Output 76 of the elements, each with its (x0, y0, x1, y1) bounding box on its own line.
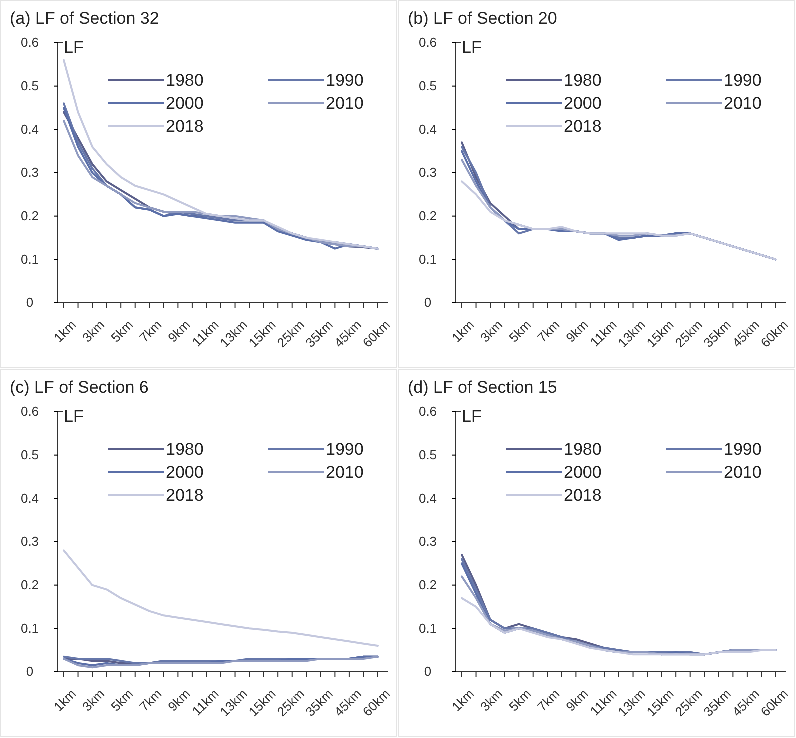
y-tick-label: 0.5 (20, 447, 40, 462)
x-tick-label: 5km (506, 686, 534, 714)
x-tick-label: 5km (108, 686, 136, 714)
legend-label: 2018 (166, 486, 204, 505)
y-tick-label: 0.3 (20, 165, 40, 180)
y-tick-label: 0.1 (418, 252, 438, 267)
chart-title: (d) LF of Section 15 (408, 378, 558, 397)
x-tick-label: 1km (51, 317, 79, 346)
legend-label: 2018 (166, 117, 204, 136)
legend-label: 2018 (564, 117, 602, 136)
y-tick-label: 0.5 (418, 447, 438, 462)
legend-label: 1990 (326, 440, 364, 459)
y-tick-label: 0.5 (20, 78, 40, 94)
y-tick-label: 0.4 (20, 122, 40, 137)
y-axis-title: LF (64, 38, 84, 57)
y-tick-label: 0.3 (418, 165, 438, 180)
y-tick-label: 0 (26, 295, 34, 310)
y-tick-label: 0.2 (20, 577, 40, 592)
x-tick-label: 3km (478, 317, 506, 346)
legend-label: 2018 (564, 486, 602, 505)
x-tick-label: 5km (506, 317, 534, 346)
legend-label: 2010 (326, 463, 364, 482)
x-tick-label: 3km (478, 686, 506, 714)
y-axis-title: LF (462, 38, 482, 57)
legend-label: 1990 (724, 71, 762, 90)
x-tick-label: 7km (136, 317, 165, 346)
legend-label: 2000 (166, 94, 204, 113)
x-tick-label: 1km (51, 686, 79, 714)
x-tick-label: 3km (80, 686, 108, 714)
y-tick-label: 0.2 (418, 577, 438, 592)
y-tick-label: 0.5 (418, 78, 438, 94)
y-tick-label: 0.6 (418, 35, 438, 50)
x-tick-label: 9km (563, 317, 592, 346)
y-tick-label: 0 (424, 295, 432, 310)
y-tick-label: 0 (26, 664, 34, 680)
y-tick-label: 0.4 (418, 122, 438, 137)
chart-title: (b) LF of Section 20 (408, 9, 558, 28)
y-tick-label: 0.4 (418, 490, 438, 506)
x-tick-label: 3km (80, 317, 108, 346)
x-tick-label: 7km (136, 686, 165, 714)
y-axis-title: LF (462, 407, 482, 426)
y-tick-label: 0.6 (20, 35, 40, 50)
y-tick-label: 0.6 (418, 404, 438, 420)
y-axis-title: LF (64, 407, 84, 426)
legend-label: 1980 (166, 71, 204, 90)
x-tick-label: 5km (108, 317, 136, 346)
y-tick-label: 0.3 (20, 534, 40, 550)
legend-label: 1980 (564, 71, 602, 90)
y-tick-label: 0.6 (20, 404, 40, 420)
legend-label: 2010 (326, 94, 364, 113)
x-tick-label: 9km (165, 686, 194, 714)
x-tick-label: 7km (534, 686, 563, 714)
legend-label: 1990 (724, 440, 762, 459)
legend-label: 1980 (564, 440, 602, 459)
y-tick-label: 0.1 (20, 620, 40, 636)
y-tick-label: 0.1 (418, 620, 438, 636)
y-tick-label: 0.3 (418, 534, 438, 550)
y-tick-label: 0.2 (418, 208, 438, 224)
chart-title: (a) LF of Section 32 (10, 9, 160, 28)
y-tick-label: 0.2 (20, 208, 40, 224)
x-tick-label: 1km (449, 317, 477, 346)
legend-label: 2010 (724, 94, 762, 113)
legend-label: 1990 (326, 71, 364, 90)
x-tick-label: 9km (165, 317, 194, 346)
legend-label: 2000 (564, 463, 602, 482)
legend-label: 2000 (166, 463, 204, 482)
legend-label: 2000 (564, 94, 602, 113)
legend-label: 2010 (724, 463, 762, 482)
y-tick-label: 0.1 (20, 252, 40, 267)
chart-title: (c) LF of Section 6 (10, 378, 149, 397)
y-tick-label: 0 (424, 664, 432, 680)
y-tick-label: 0.4 (20, 490, 40, 506)
legend-label: 1980 (166, 440, 204, 459)
x-tick-label: 7km (534, 317, 563, 346)
x-tick-label: 1km (449, 686, 477, 714)
x-tick-label: 9km (563, 686, 592, 714)
